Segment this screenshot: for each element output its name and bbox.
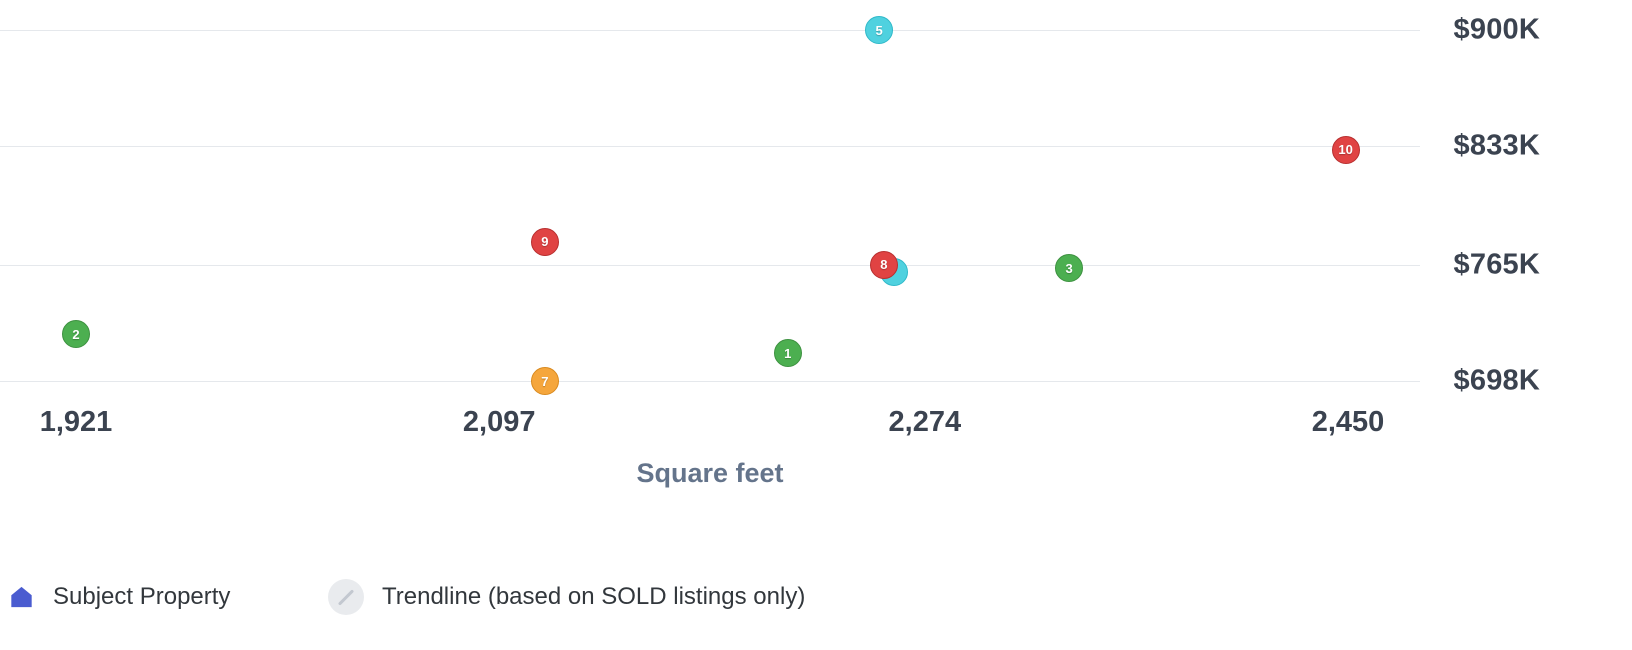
trendline-icon <box>328 579 364 615</box>
legend-label-subject-property: Subject Property <box>53 583 231 610</box>
data-point-2[interactable]: 2 <box>62 320 90 349</box>
data-point-9[interactable]: 9 <box>530 227 559 256</box>
x-axis-tick-label: 1,921 <box>39 406 113 438</box>
x-axis-tick-label: 2,097 <box>462 406 536 438</box>
data-point-3[interactable]: 3 <box>1055 254 1084 283</box>
y-axis-tick-label: $765K <box>1453 248 1540 281</box>
y-axis-tick-label: $698K <box>1453 364 1540 397</box>
legend-item-subject-property: Subject Property <box>8 578 230 616</box>
x-axis-tick-label: 2,274 <box>888 406 962 438</box>
gridline <box>0 264 1420 266</box>
legend-label-trendline: Trendline (based on SOLD listings only) <box>382 583 806 610</box>
y-axis-tick-label: $900K <box>1453 13 1540 46</box>
x-axis-tick-label: 2,450 <box>1311 406 1385 438</box>
data-point-8[interactable]: 8 <box>869 250 898 279</box>
x-axis-title: Square feet <box>636 458 784 488</box>
data-point-10[interactable]: 10 <box>1331 135 1360 164</box>
gridline <box>0 146 1420 148</box>
gridline <box>0 30 1420 31</box>
y-axis-tick-label: $833K <box>1453 129 1540 162</box>
data-point-1[interactable]: 1 <box>773 339 802 368</box>
gridline <box>0 381 1420 382</box>
legend-item-trendline: Trendline (based on SOLD listings only) <box>328 578 805 616</box>
data-point-7[interactable]: 7 <box>530 367 559 395</box>
house-icon <box>8 584 35 610</box>
data-point-5[interactable]: 5 <box>865 16 894 44</box>
